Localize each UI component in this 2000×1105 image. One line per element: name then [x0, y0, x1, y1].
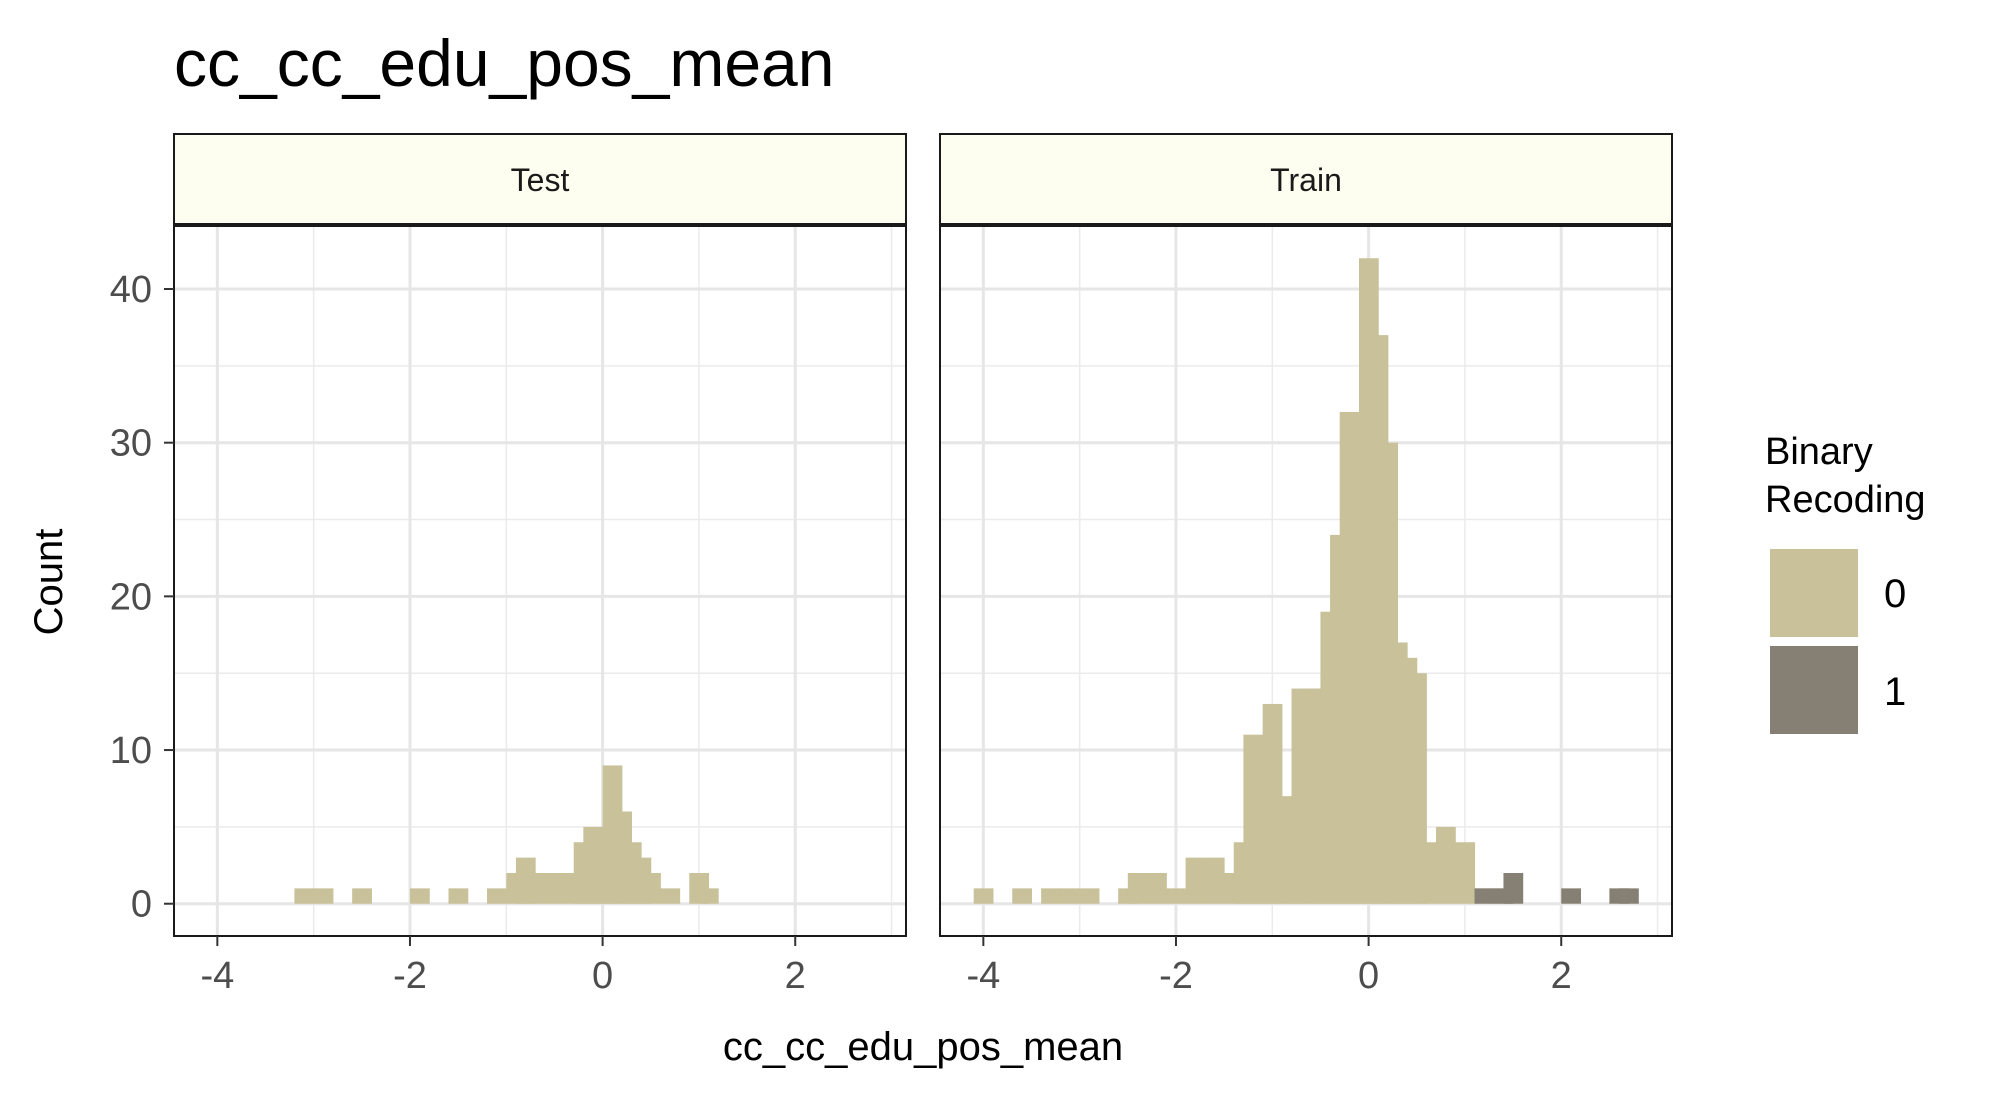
histogram-bar [1416, 842, 1437, 904]
strip-background [939, 133, 1673, 225]
panel-border [173, 225, 907, 937]
y-axis-label: Count [27, 529, 71, 636]
x-axis-ticks: -4 -2 0 2 [966, 936, 1572, 997]
histogram-bar [1079, 888, 1100, 904]
x-axis-label: cc_cc_edu_pos_mean [723, 1025, 1123, 1069]
histogram-bar [313, 888, 334, 904]
x-tick-label: -4 [200, 955, 234, 997]
legend-label-1: 1 [1884, 670, 1906, 714]
panel-train: Train -4 -2 0 2 [939, 133, 1673, 997]
histogram-bar [525, 872, 546, 904]
histogram-bar [544, 872, 565, 904]
histogram-bar [1147, 872, 1167, 904]
panel-grid [174, 226, 906, 936]
histogram-bar [1455, 842, 1476, 904]
panel-border [939, 225, 1673, 937]
legend: Binary Recoding 0 1 [1765, 431, 1926, 734]
histogram-bar [1474, 888, 1495, 904]
y-tick-label: 10 [110, 730, 152, 772]
histogram-bar [487, 888, 507, 904]
x-tick-label: 0 [592, 955, 613, 997]
legend-swatch-1 [1770, 646, 1858, 734]
histogram-bar [409, 888, 430, 904]
histogram-bar [1012, 888, 1032, 904]
x-tick-label: 2 [785, 955, 806, 997]
histogram-bar [1619, 888, 1639, 904]
strip-background [173, 133, 907, 225]
histogram-bar [1041, 888, 1061, 904]
legend-swatch-0 [1770, 549, 1858, 637]
histogram-bar [1436, 826, 1456, 904]
histogram-bar [1204, 857, 1225, 904]
panel-bars [973, 258, 1639, 904]
chart-title: cc_cc_edu_pos_mean [174, 26, 834, 100]
legend-title-line-2: Recoding [1765, 479, 1926, 521]
histogram-bar [448, 888, 469, 904]
histogram-bar [1503, 872, 1524, 904]
x-axis-ticks: -4 -2 0 2 [200, 936, 806, 997]
strip-label-test: Test [511, 162, 570, 198]
histogram-bar [698, 888, 719, 904]
y-tick-label: 40 [110, 269, 152, 311]
x-tick-label: -4 [966, 955, 1000, 997]
histogram-bar [1060, 888, 1081, 904]
histogram-bar [1561, 888, 1581, 904]
x-tick-label: -2 [1159, 955, 1193, 997]
histogram-bar [352, 888, 372, 904]
legend-label-0: 0 [1884, 572, 1906, 616]
histogram-bar [660, 888, 681, 904]
strip-label-train: Train [1270, 162, 1342, 198]
panel-bars [294, 765, 719, 904]
legend-title-line-1: Binary [1765, 431, 1873, 473]
histogram-bar [1127, 872, 1148, 904]
histogram-bar [641, 872, 661, 904]
x-tick-label: 0 [1358, 955, 1379, 997]
histogram-bar [973, 888, 994, 904]
histogram-bar [294, 888, 315, 904]
y-tick-label: 30 [110, 423, 152, 465]
panel-test: Test -4 -2 0 2 [173, 133, 907, 997]
y-axis-ticks: 0 10 20 30 40 [110, 269, 174, 926]
histogram-bar [1166, 888, 1187, 904]
x-tick-label: -2 [393, 955, 427, 997]
x-tick-label: 2 [1551, 955, 1572, 997]
y-tick-label: 0 [131, 884, 152, 926]
y-tick-label: 20 [110, 576, 152, 618]
histogram-bar [1185, 857, 1206, 904]
